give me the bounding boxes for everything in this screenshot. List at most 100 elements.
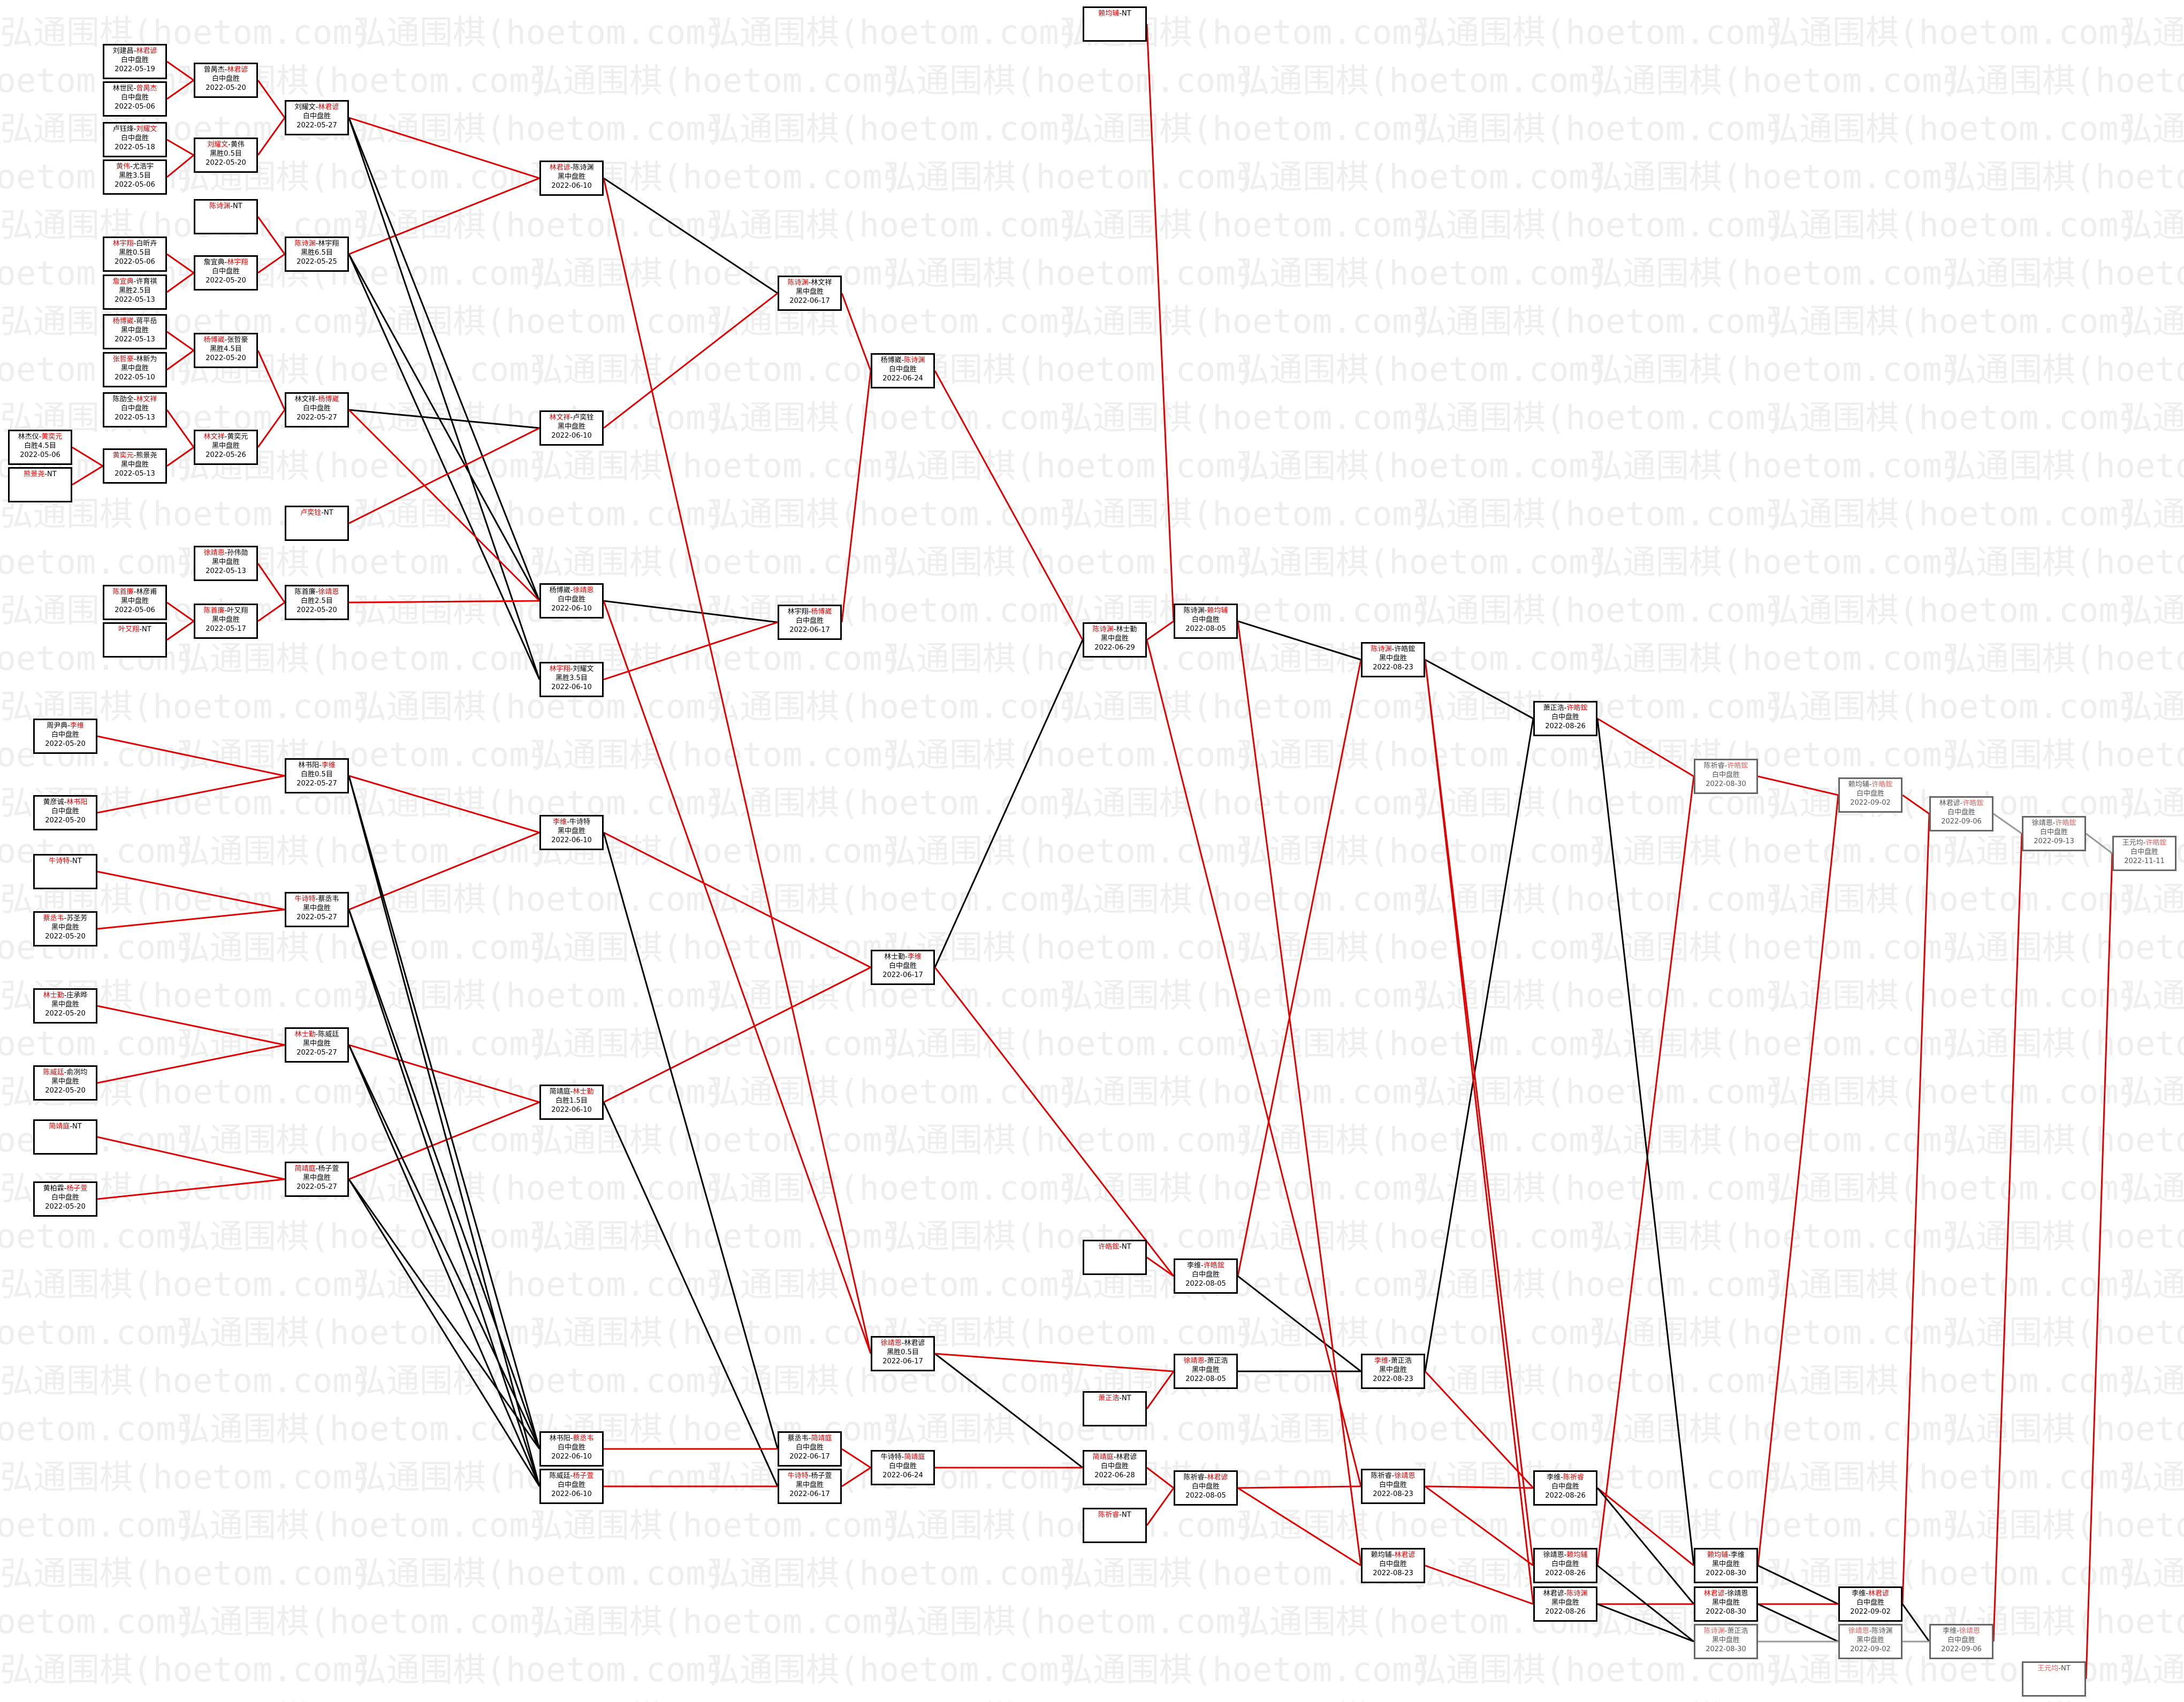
bye-player: 赖均辅 [1098, 10, 1120, 18]
player-white: 李维 [907, 953, 922, 961]
player-black: 林士勤 [884, 953, 905, 961]
bracket-connector [348, 909, 541, 1449]
vs-separator: - [1564, 1590, 1567, 1598]
bracket-connector [1596, 1487, 1695, 1605]
bracket-connector [166, 331, 194, 352]
player-black: 徐靖恩 [2031, 819, 2053, 827]
bracket-connector [257, 601, 285, 622]
bye-node: 卢奕铨-NT [285, 506, 349, 541]
match-players: 林世民-曾昺杰 [104, 84, 165, 93]
match-node: 张哲豪-林新为 黑中盘胜 2022-05-10 [103, 352, 167, 387]
match-node: 蔡丞韦-简靖庭 白中盘胜 2022-06-17 [778, 1431, 842, 1467]
player-white: 萧正浩 [1207, 1357, 1228, 1365]
match-players: 陈首廉-叶又翔 [195, 606, 256, 615]
match-result: 黑中盘胜 [1191, 1366, 1220, 1374]
player-black: 徐靖恩 [203, 549, 225, 557]
match-players: 简靖庭-林士勤 [541, 1087, 602, 1096]
match-node: 林文祥-黄奕元 黑中盘胜 2022-05-26 [194, 430, 258, 465]
bracket-connector [1424, 1370, 1534, 1489]
bracket-connector [603, 600, 778, 623]
player-white: 杨子萱 [318, 1165, 339, 1173]
player-black: 陈祈睿 [1183, 1474, 1205, 1482]
bracket-connector [166, 620, 194, 641]
vs-separator: - [224, 258, 227, 266]
player-black: 王元均 [2122, 839, 2143, 847]
vs-separator: - [1866, 1590, 1868, 1598]
match-date: 2022-06-17 [789, 1453, 830, 1461]
bracket-connector [97, 871, 285, 911]
match-node: 赖均辅-李维 黑中盘胜 2022-08-30 [1694, 1548, 1758, 1583]
bracket-connector [1237, 1275, 1361, 1372]
match-node: 陈威廷-俞冽均 黑中盘胜 2022-05-20 [33, 1065, 97, 1101]
bracket-connector [603, 1102, 779, 1487]
vs-separator: - [224, 607, 227, 615]
player-white: 赖均辅 [1207, 607, 1228, 615]
vs-separator: - [808, 608, 811, 616]
bracket-connector [934, 1353, 1083, 1469]
bye-status: NT [1122, 1394, 1131, 1402]
bracket-connector [257, 409, 286, 448]
vs-separator: - [905, 953, 908, 961]
player-white: 林君谚 [1868, 1590, 1889, 1598]
match-date: 2022-09-13 [2034, 837, 2074, 845]
bracket-connector [841, 293, 872, 371]
match-result: 白中盘胜 [2130, 848, 2158, 856]
bye-node: 许皓鋐-NT [1083, 1240, 1147, 1275]
player-black: 简靖庭 [1092, 1453, 1114, 1461]
match-node: 简靖庭-林君谚 白中盘胜 2022-06-28 [1083, 1450, 1147, 1485]
match-date: 2022-05-06 [20, 451, 60, 459]
bracket-connector [166, 601, 194, 622]
vs-separator: - [2143, 839, 2146, 847]
vs-separator: - [1960, 799, 1963, 807]
match-node: 陈诗渊-林士勤 黑中盘胜 2022-06-29 [1083, 622, 1147, 658]
match-date: 2022-05-06 [115, 606, 155, 614]
match-node: 林宇翔-白昕卉 黑胜0.5目 2022-05-06 [103, 236, 167, 272]
player-black: 林士勤 [294, 1031, 316, 1039]
bracket-connector [1237, 620, 1361, 661]
match-date: 2022-09-06 [1941, 818, 1982, 826]
match-players: 林士勤-庄承晔 [35, 991, 96, 1000]
bracket-connector [1757, 1564, 1839, 1605]
bracket-connector [1597, 1603, 1694, 1643]
bracket-connector [348, 1044, 541, 1487]
match-node: 林世民-曾昺杰 白中盘胜 2022-05-06 [103, 81, 167, 117]
bracket-connector [97, 1178, 285, 1200]
match-players: 陈诗渊-赖均辅 [1175, 606, 1236, 615]
match-players: 李维-陈祈睿 [1535, 1473, 1596, 1482]
match-node: 陈劭全-林文祥 白中盘胜 2022-05-13 [103, 392, 167, 428]
match-result: 白中盘胜 [557, 1481, 585, 1489]
match-date: 2022-05-25 [296, 258, 337, 266]
bracket-connector [166, 272, 194, 293]
match-node: 黄伟-尤浩宇 黑胜3.5目 2022-05-06 [103, 159, 167, 195]
match-result: 白胜2.5目 [301, 597, 333, 605]
match-node: 牛诗特-蔡丞韦 黑中盘胜 2022-05-27 [285, 892, 349, 927]
bracket-connector [603, 966, 871, 1103]
vs-separator: - [1957, 1627, 1959, 1635]
player-white: 林君谚 [318, 103, 339, 111]
bracket-connector [97, 1136, 285, 1180]
match-result: 白中盘胜 [557, 596, 585, 604]
player-white: 徐靖恩 [573, 586, 594, 594]
vs-separator: - [808, 1434, 811, 1442]
vs-separator: - [321, 509, 324, 517]
match-date: 2022-05-10 [115, 373, 155, 381]
bracket-connector [1146, 1371, 1175, 1409]
vs-separator: - [133, 278, 136, 286]
match-node: 赖均辅-许皓鋐 白中盘胜 2022-09-02 [1838, 777, 1903, 813]
player-white: 许皓鋐 [1962, 799, 1984, 807]
vs-separator: - [64, 1068, 67, 1077]
vs-separator: - [133, 240, 136, 248]
match-date: 2022-05-20 [206, 354, 246, 362]
vs-separator: - [2058, 1665, 2061, 1673]
vs-separator: - [1869, 781, 1872, 789]
match-node: 刘耀文-林君谚 白中盘胜 2022-05-27 [285, 100, 349, 135]
match-players: 曾昺杰-林君谚 [195, 65, 256, 74]
bracket-connector [348, 254, 541, 601]
vs-separator: - [315, 1031, 318, 1039]
match-date: 2022-05-27 [296, 121, 337, 129]
player-white: 简靖庭 [811, 1434, 832, 1442]
player-white: 林宇翔 [318, 240, 339, 248]
match-node: 杨博崴-徐靖恩 白中盘胜 2022-06-10 [539, 583, 604, 619]
bracket-connector [603, 292, 778, 429]
vs-separator: - [570, 1088, 573, 1096]
